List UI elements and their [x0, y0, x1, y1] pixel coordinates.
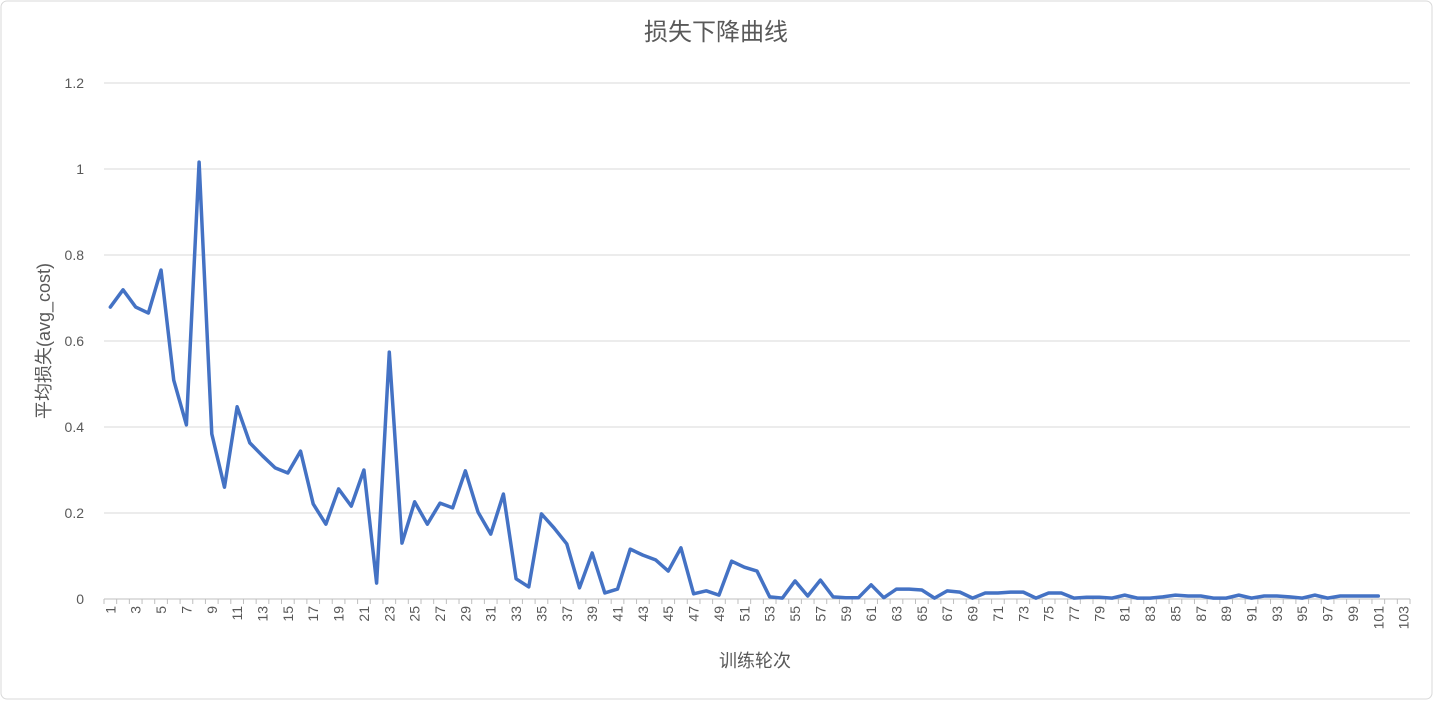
x-tick-label: 69: [965, 606, 981, 622]
y-tick-label: 0.2: [65, 505, 85, 521]
x-tick-label: 41: [610, 606, 626, 622]
x-tick-label: 99: [1345, 606, 1361, 622]
x-tick-label: 83: [1142, 606, 1158, 622]
x-tick-label: 95: [1294, 606, 1310, 622]
x-tick-label: 89: [1218, 606, 1234, 622]
x-tick-label: 7: [178, 606, 194, 614]
y-tick-label: 1: [76, 161, 84, 177]
x-tick-label: 85: [1167, 606, 1183, 622]
x-tick-label: 35: [533, 606, 549, 622]
x-tick-label: 55: [787, 606, 803, 622]
x-tick-label: 19: [331, 606, 347, 622]
y-tick-label: 0.6: [65, 333, 85, 349]
x-tick-label: 57: [812, 606, 828, 622]
x-tick-label: 37: [559, 606, 575, 622]
x-tick-label: 21: [356, 606, 372, 622]
x-tick-label: 81: [1117, 606, 1133, 622]
x-tick-label: 25: [407, 606, 423, 622]
x-tick-label: 3: [128, 606, 144, 614]
x-tick-label: 5: [153, 606, 169, 614]
x-tick-label: 27: [432, 606, 448, 622]
x-tick-label: 13: [254, 606, 270, 622]
chart-title: 损失下降曲线: [644, 19, 788, 46]
x-tick-label: 67: [939, 606, 955, 622]
x-tick-label: 43: [635, 606, 651, 622]
x-tick-label: 49: [711, 606, 727, 622]
x-tick-label: 61: [863, 606, 879, 622]
y-tick-label: 1.2: [65, 75, 85, 91]
x-tick-label: 47: [686, 606, 702, 622]
x-tick-label: 53: [762, 606, 778, 622]
x-tick-label: 71: [990, 606, 1006, 622]
y-tick-label: 0: [76, 591, 84, 607]
x-tick-label: 91: [1244, 606, 1260, 622]
x-tick-label: 93: [1269, 606, 1285, 622]
x-tick-label: 17: [305, 606, 321, 622]
x-tick-label: 23: [381, 606, 397, 622]
x-tick-label: 31: [483, 606, 499, 622]
y-tick-label: 0.4: [65, 419, 85, 435]
y-tick-label: 0.8: [65, 247, 85, 263]
y-axis-label: 平均损失(avg_cost): [34, 263, 55, 419]
x-tick-label: 59: [838, 606, 854, 622]
x-tick-label: 9: [204, 606, 220, 614]
x-tick-label: 75: [1041, 606, 1057, 622]
x-tick-label: 79: [1091, 606, 1107, 622]
x-axis-label: 训练轮次: [719, 651, 791, 671]
x-tick-label: 51: [736, 606, 752, 622]
x-tick-label: 29: [457, 606, 473, 622]
x-tick-label: 11: [229, 606, 245, 621]
x-tick-label: 45: [660, 606, 676, 622]
x-tick-label: 63: [888, 606, 904, 622]
x-tick-label: 73: [1015, 606, 1031, 622]
x-tick-label: 39: [584, 606, 600, 622]
x-tick-label: 77: [1066, 606, 1082, 622]
x-tick-label: 65: [914, 606, 930, 622]
data-line: [108, 160, 1381, 600]
x-tick-label: 15: [280, 606, 296, 622]
x-tick-label: 33: [508, 606, 524, 622]
x-tick-label: 97: [1320, 606, 1336, 622]
x-tick-label: 1: [102, 606, 118, 614]
x-tick-label: 87: [1193, 606, 1209, 622]
x-tick-label: 103: [1396, 606, 1412, 630]
x-tick-label: 101: [1370, 606, 1386, 630]
